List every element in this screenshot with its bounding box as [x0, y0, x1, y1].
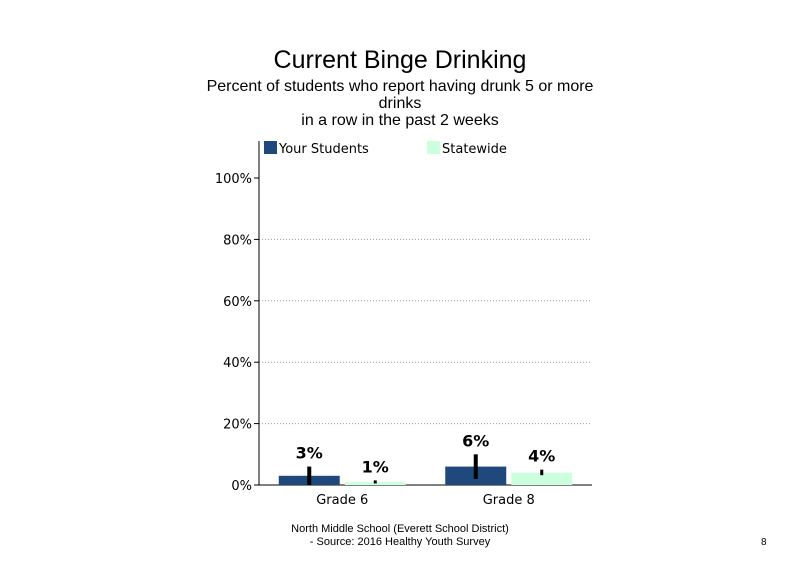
- y-tick-label: 100%: [215, 172, 252, 187]
- legend-swatch: [427, 141, 440, 154]
- bar: [511, 472, 573, 485]
- x-tick-label: Grade 8: [483, 493, 535, 508]
- error-bar: [473, 454, 478, 479]
- error-bar: [540, 469, 544, 476]
- footer-line-1: North Middle School (Everett School Dist…: [291, 523, 509, 535]
- data-label: 1%: [362, 457, 389, 476]
- data-label: 4%: [528, 447, 555, 466]
- bar-chart: 0% 20% 40% 60% 80% 100% 3% 1% Grade 6 6% 4% Grade 8…: [215, 141, 592, 508]
- error-bar: [373, 480, 377, 484]
- legend-label: Statewide: [442, 142, 507, 157]
- error-bar: [307, 466, 312, 485]
- y-tick-label: 80%: [223, 233, 252, 248]
- subtitle-line-1: Percent of students who report having dr…: [206, 78, 594, 112]
- y-tick-label: 0%: [231, 479, 252, 494]
- y-tick-label: 60%: [223, 295, 252, 310]
- chart-subtitle: Percent of students who report having dr…: [200, 78, 600, 129]
- footer-line-2: - Source: 2016 Healthy Youth Survey: [309, 536, 491, 548]
- y-tick-label: 20%: [223, 418, 252, 433]
- data-label: 3%: [296, 444, 323, 463]
- x-tick-label: Grade 6: [316, 493, 368, 508]
- y-tick-label: 40%: [223, 356, 252, 371]
- legend-label: Your Students: [278, 142, 369, 157]
- page-number: 8: [761, 537, 767, 548]
- subtitle-line-2: in a row in the past 2 weeks: [301, 112, 499, 129]
- chart-title: Current Binge Drinking: [273, 46, 527, 74]
- data-label: 6%: [462, 431, 489, 450]
- footer: North Middle School (Everett School Dist…: [280, 523, 520, 549]
- legend-swatch: [264, 141, 277, 154]
